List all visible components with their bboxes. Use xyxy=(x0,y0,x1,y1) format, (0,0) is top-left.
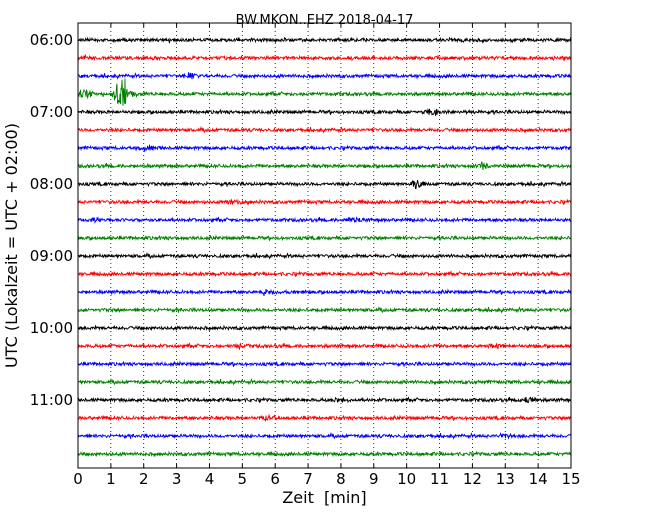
x-tick-label: 10 xyxy=(397,470,416,488)
x-axis-label: Zeit [min] xyxy=(282,488,366,507)
y-tick-label: 09:00 xyxy=(30,247,73,265)
y-tick-label: 08:00 xyxy=(30,175,73,193)
chart-title: BW.MKON..EHZ 2018-04-17 xyxy=(236,13,414,28)
trace-0645 xyxy=(77,78,572,106)
trace-0800 xyxy=(78,179,572,190)
x-tick-label: 4 xyxy=(205,470,215,488)
trace-1045 xyxy=(77,377,572,386)
trace-0945 xyxy=(77,305,572,314)
trace-1115 xyxy=(77,413,572,422)
trace-0630 xyxy=(77,72,572,80)
helicorder-traces xyxy=(77,36,572,458)
y-tick-label: 06:00 xyxy=(30,31,73,49)
x-tick-label: 12 xyxy=(463,470,482,488)
trace-1030 xyxy=(77,360,572,368)
x-tick-label: 9 xyxy=(369,470,379,488)
trace-0600 xyxy=(77,36,572,44)
x-tick-label: 3 xyxy=(172,470,182,488)
x-tick-label: 7 xyxy=(303,470,313,488)
y-tick-label: 10:00 xyxy=(30,319,73,337)
x-tick-label: 11 xyxy=(430,470,449,488)
trace-0730 xyxy=(77,144,571,153)
x-tick-label: 6 xyxy=(270,470,280,488)
y-axis-label: UTC (Lokalzeit = UTC + 02:00) xyxy=(2,123,21,368)
trace-1015 xyxy=(77,342,572,351)
trace-0830 xyxy=(77,216,572,225)
trace-0745 xyxy=(77,161,572,170)
y-tick-label: 07:00 xyxy=(30,103,73,121)
y-axis-ticks: 06:00 07:00 08:00 09:00 10:00 11:00 xyxy=(30,31,571,409)
x-tick-label: 13 xyxy=(496,470,515,488)
x-tick-label: 8 xyxy=(336,470,346,488)
x-axis-ticks: 0 1 2 3 4 5 6 7 8 9 10 11 12 13 14 15 xyxy=(73,23,581,488)
trace-1000 xyxy=(77,324,572,332)
trace-0815 xyxy=(78,198,572,207)
trace-0845 xyxy=(78,234,572,242)
trace-1145 xyxy=(77,450,572,458)
x-tick-label: 0 xyxy=(73,470,83,488)
x-tick-label: 5 xyxy=(238,470,248,488)
trace-1130 xyxy=(77,431,572,440)
trace-0700 xyxy=(77,108,572,116)
trace-0715 xyxy=(77,125,572,134)
trace-0930 xyxy=(77,288,572,297)
trace-0915 xyxy=(77,270,572,278)
x-tick-label: 14 xyxy=(529,470,548,488)
trace-0900 xyxy=(77,251,572,260)
y-tick-label: 11:00 xyxy=(30,391,73,409)
trace-1100 xyxy=(77,396,572,404)
x-tick-label: 15 xyxy=(561,470,580,488)
plot-frame xyxy=(77,22,572,469)
trace-0615 xyxy=(77,53,572,62)
x-tick-label: 2 xyxy=(139,470,149,488)
x-tick-label: 1 xyxy=(106,470,116,488)
